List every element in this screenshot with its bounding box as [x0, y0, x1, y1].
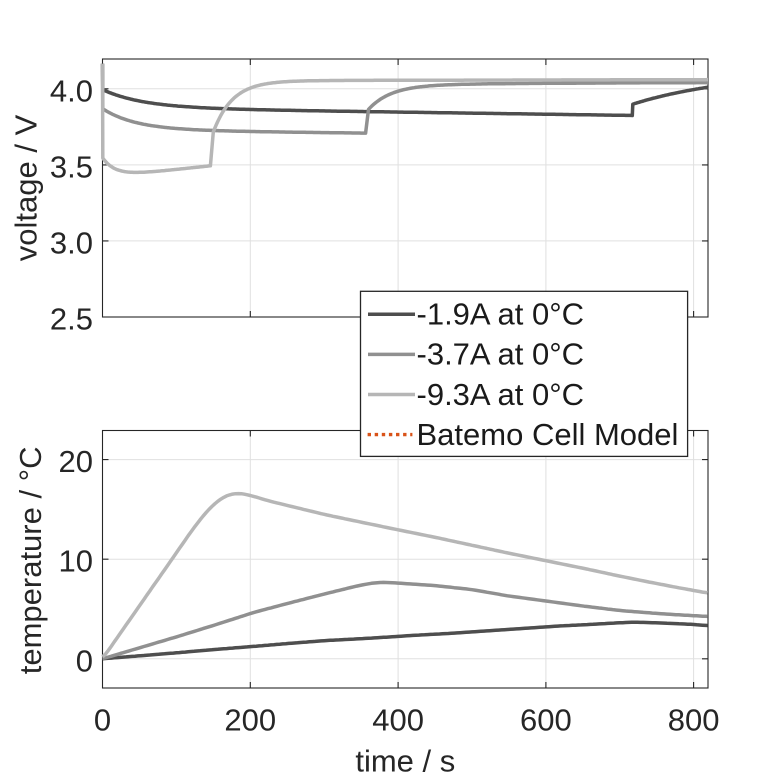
- svg-text:4.0: 4.0: [50, 73, 93, 108]
- svg-text:time / s: time / s: [355, 744, 455, 779]
- svg-text:10: 10: [59, 544, 93, 579]
- svg-text:20: 20: [59, 444, 93, 479]
- svg-text:200: 200: [224, 703, 276, 738]
- svg-text:0: 0: [76, 643, 93, 678]
- svg-text:-1.9A at 0°C: -1.9A at 0°C: [417, 297, 585, 332]
- svg-text:voltage / V: voltage / V: [9, 114, 44, 261]
- svg-text:600: 600: [520, 703, 572, 738]
- svg-text:3.5: 3.5: [50, 149, 93, 184]
- svg-text:-3.7A at 0°C: -3.7A at 0°C: [417, 337, 585, 372]
- svg-text:2.5: 2.5: [50, 302, 93, 337]
- svg-text:Batemo Cell Model: Batemo Cell Model: [417, 417, 679, 452]
- svg-text:400: 400: [372, 703, 424, 738]
- svg-text:800: 800: [668, 703, 720, 738]
- svg-text:temperature / °C: temperature / °C: [13, 447, 48, 675]
- svg-text:0: 0: [94, 703, 111, 738]
- svg-text:3.0: 3.0: [50, 225, 93, 260]
- svg-text:-9.3A at 0°C: -9.3A at 0°C: [417, 377, 585, 412]
